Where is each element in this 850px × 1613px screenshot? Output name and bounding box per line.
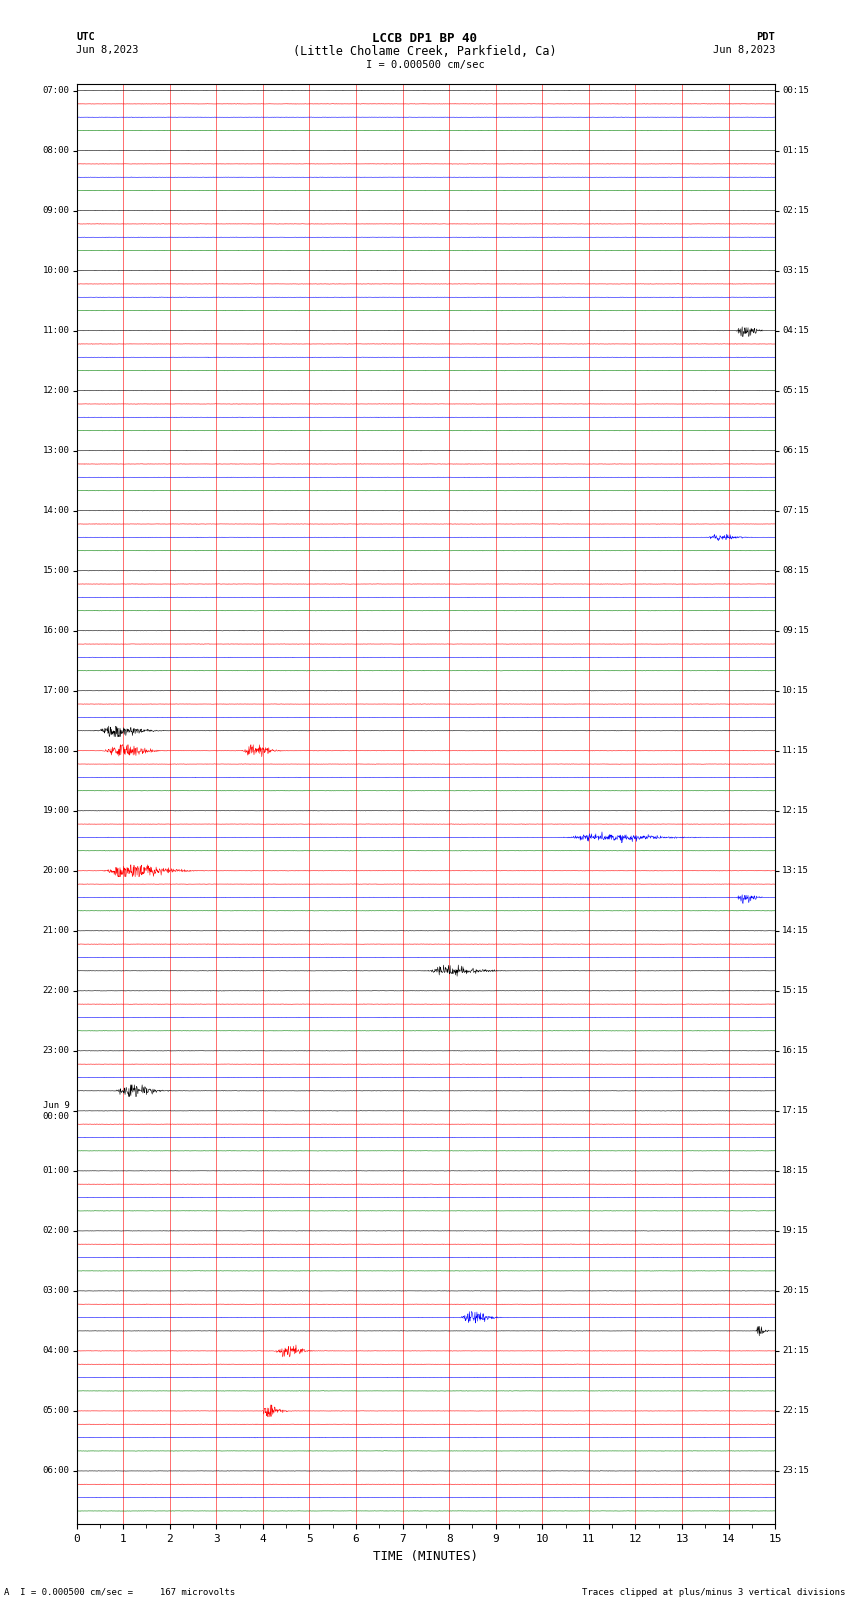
Text: Traces clipped at plus/minus 3 vertical divisions: Traces clipped at plus/minus 3 vertical … (582, 1587, 846, 1597)
Text: Jun 8,2023: Jun 8,2023 (712, 45, 775, 55)
Text: I = 0.000500 cm/sec: I = 0.000500 cm/sec (366, 60, 484, 69)
Text: Jun 8,2023: Jun 8,2023 (76, 45, 139, 55)
Text: LCCB DP1 BP 40: LCCB DP1 BP 40 (372, 32, 478, 45)
Text: A  I = 0.000500 cm/sec =     167 microvolts: A I = 0.000500 cm/sec = 167 microvolts (4, 1587, 235, 1597)
Text: PDT: PDT (756, 32, 775, 42)
X-axis label: TIME (MINUTES): TIME (MINUTES) (373, 1550, 479, 1563)
Text: (Little Cholame Creek, Parkfield, Ca): (Little Cholame Creek, Parkfield, Ca) (293, 45, 557, 58)
Text: UTC: UTC (76, 32, 95, 42)
